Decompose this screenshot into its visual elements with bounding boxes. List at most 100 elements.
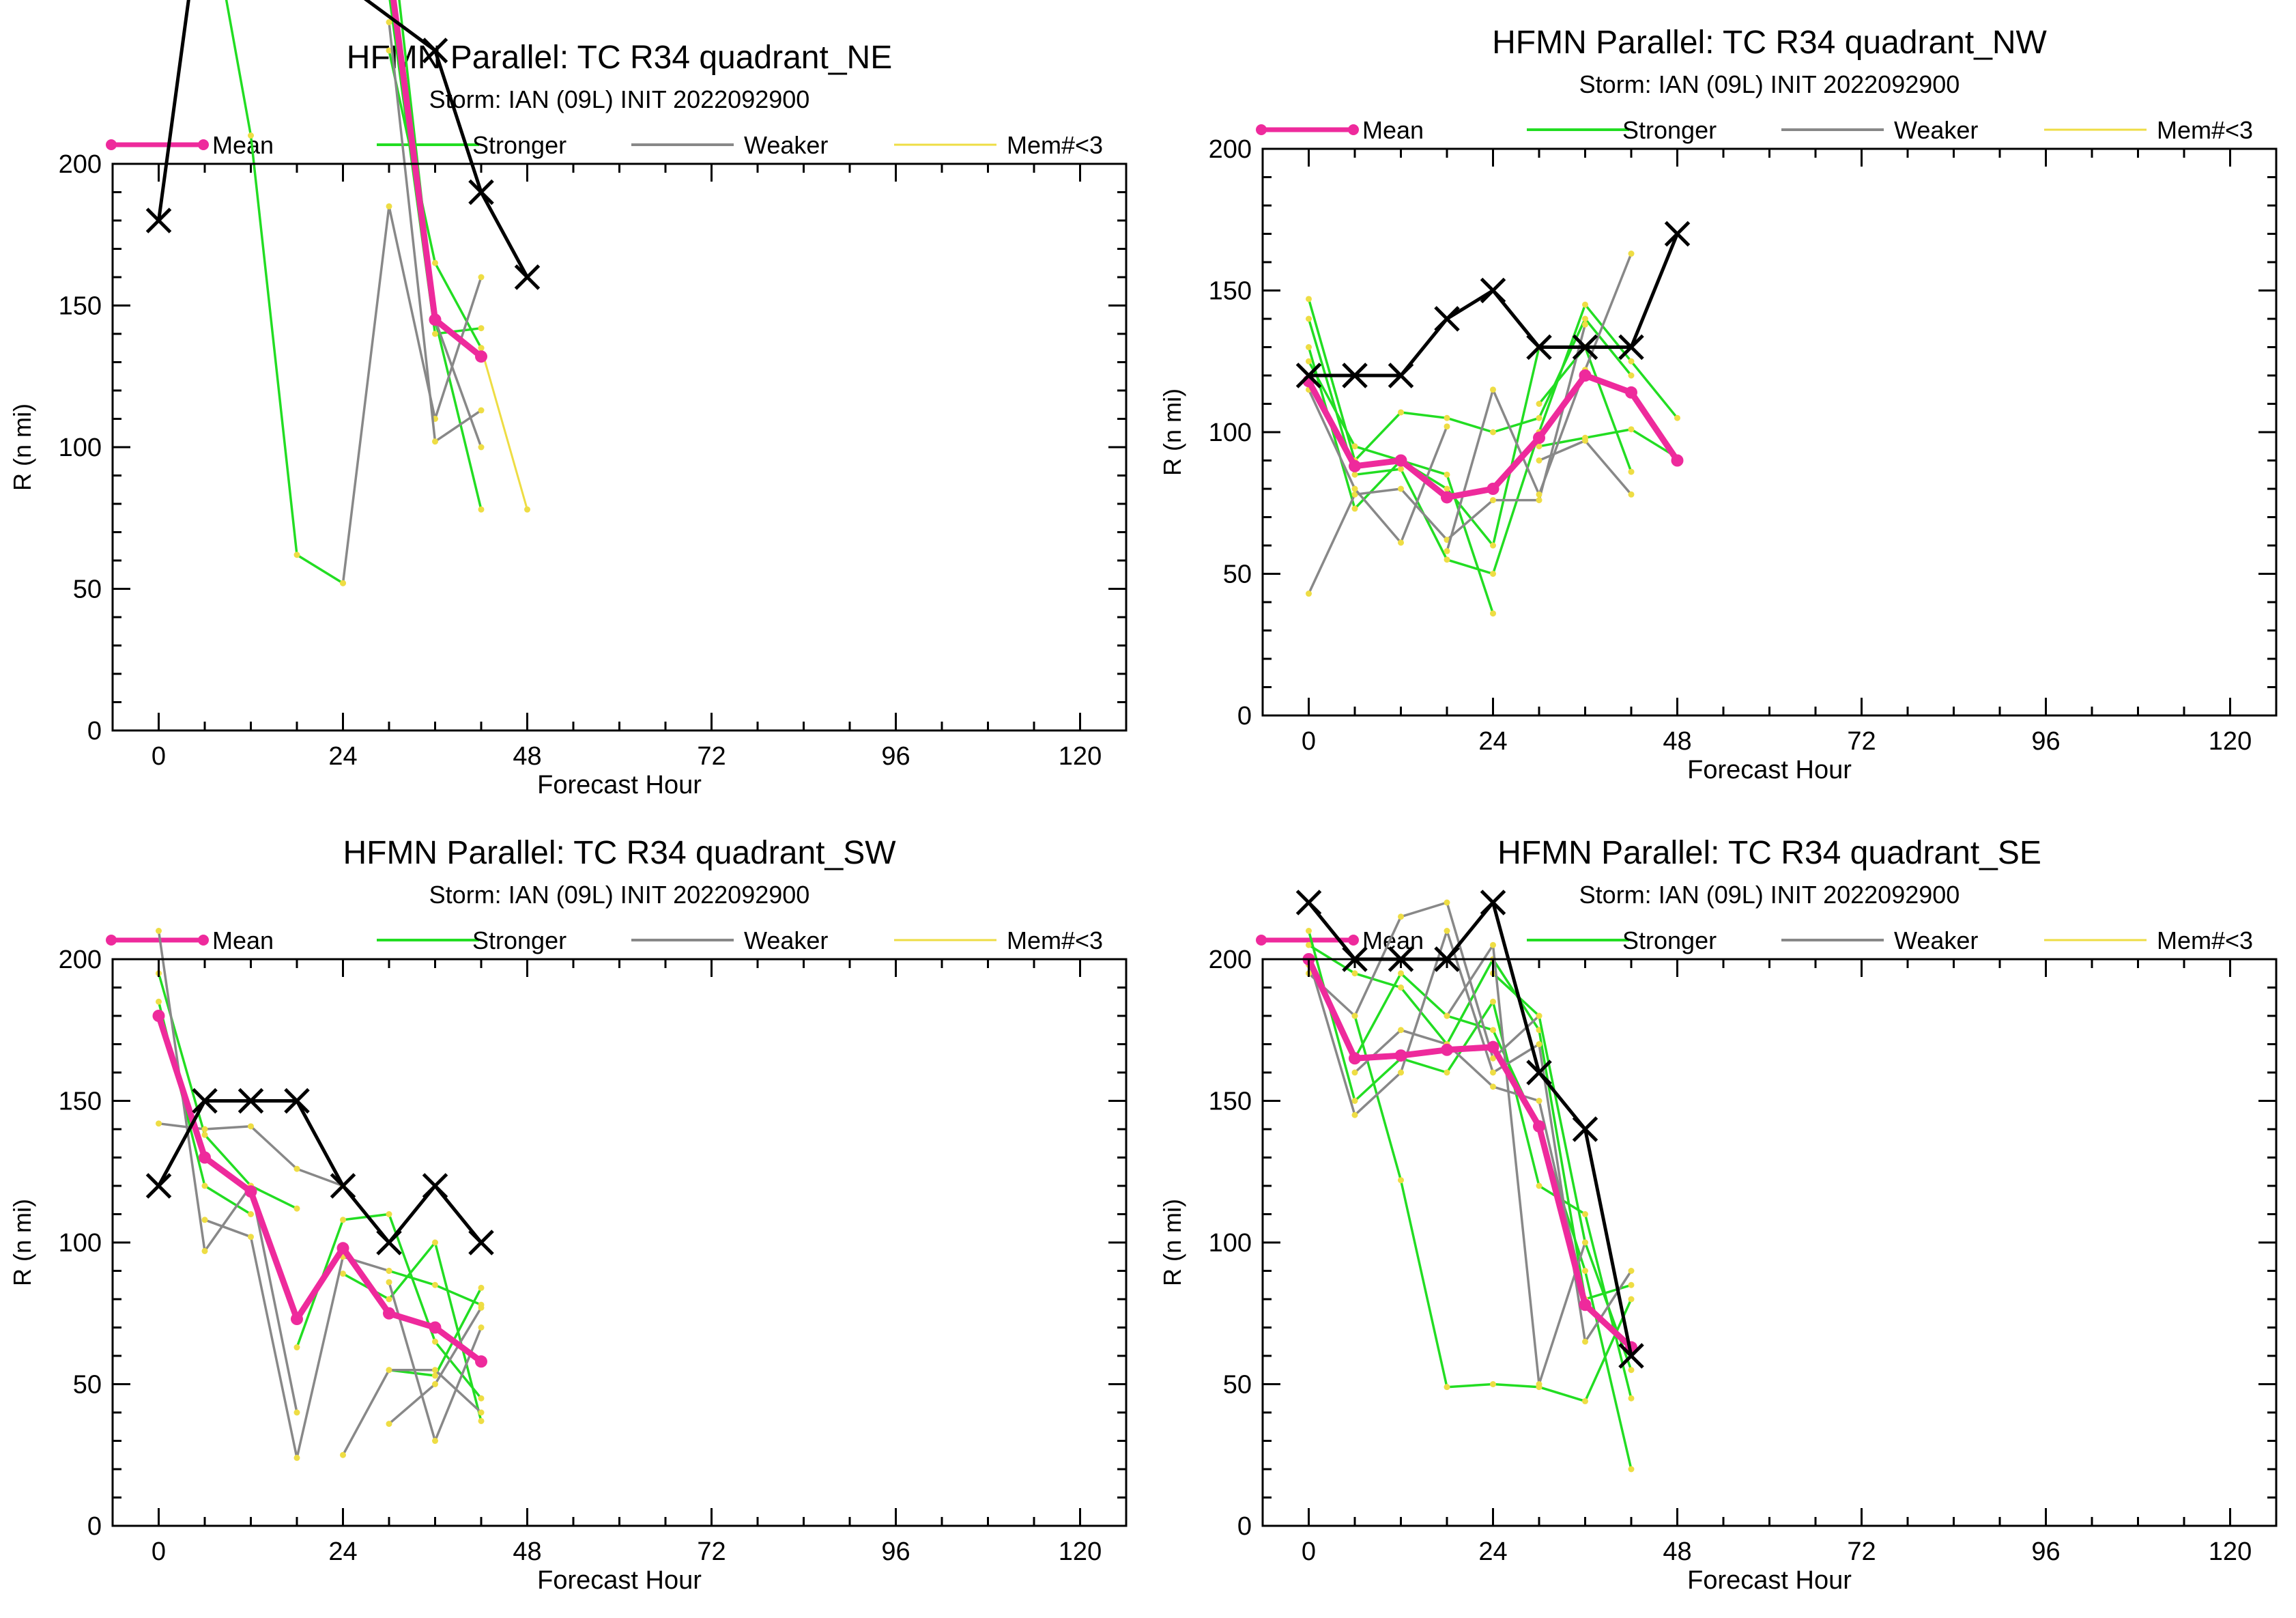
member-point bbox=[1582, 1268, 1588, 1274]
member-point bbox=[1306, 344, 1312, 350]
y-tick-label: 0 bbox=[87, 1512, 102, 1541]
member-point bbox=[386, 19, 392, 25]
obs-marker-stroke bbox=[376, 1230, 402, 1255]
x-tick-label: 72 bbox=[697, 1537, 726, 1566]
member-point bbox=[1444, 537, 1450, 543]
chart-panel-3: HFMN Parallel: TC R34 quadrant_SW Storm: … bbox=[8, 835, 1128, 1595]
y-axis: 0 50 100 150 200 R (n mi) bbox=[1158, 946, 2276, 1541]
obs-marker bbox=[238, 1088, 264, 1114]
member-point bbox=[1398, 913, 1404, 920]
member-point bbox=[201, 1126, 208, 1133]
legend-marker-mean bbox=[1256, 124, 1267, 135]
obs-marker-stroke bbox=[1572, 1116, 1598, 1142]
member-point bbox=[293, 552, 300, 558]
mean-point bbox=[1349, 1052, 1361, 1065]
obs-marker-stroke bbox=[145, 208, 172, 233]
member-point bbox=[1306, 591, 1312, 597]
member-point bbox=[1306, 941, 1312, 948]
legend-label-mem-lt3: Mem#<3 bbox=[2157, 116, 2253, 144]
mean-point bbox=[429, 313, 442, 326]
series-line-weaker bbox=[1353, 1029, 1587, 1301]
mean-point bbox=[475, 1355, 487, 1368]
member-point bbox=[293, 1205, 300, 1212]
member-point bbox=[1306, 358, 1312, 365]
chart-panel-4: HFMN Parallel: TC R34 quadrant_SE Storm: … bbox=[1158, 835, 2278, 1595]
series-line-mem_lt3 bbox=[480, 347, 528, 511]
y-tick-label: 150 bbox=[1209, 277, 1252, 306]
mean-point bbox=[383, 1307, 395, 1320]
member-point bbox=[478, 1324, 485, 1331]
obs-marker bbox=[468, 179, 494, 205]
member-point bbox=[1398, 1069, 1404, 1076]
member-point bbox=[1628, 1268, 1635, 1274]
member-point bbox=[1490, 497, 1496, 504]
x-axis: 0 24 48 72 96 120 Forecast Hour bbox=[1302, 959, 2252, 1595]
obs-marker bbox=[1526, 334, 1552, 360]
obs-marker-stroke bbox=[192, 1088, 218, 1114]
legend-label-stronger: Stronger bbox=[472, 926, 566, 954]
series-group bbox=[145, 928, 494, 1461]
series-line-stronger bbox=[1307, 345, 1540, 547]
member-point bbox=[1444, 1069, 1450, 1076]
legend-label-mem-lt3: Mem#<3 bbox=[2157, 926, 2253, 954]
y-tick-label: 50 bbox=[73, 1371, 102, 1400]
member-point bbox=[293, 1454, 300, 1461]
obs-marker bbox=[1295, 890, 1322, 916]
member-point bbox=[478, 506, 485, 513]
legend-label-mean: Mean bbox=[1362, 116, 1424, 144]
member-point bbox=[1444, 485, 1450, 492]
legend-marker-mean bbox=[198, 935, 209, 946]
y-tick-label: 0 bbox=[87, 717, 102, 746]
member-point bbox=[1536, 1381, 1542, 1387]
member-point bbox=[432, 438, 438, 445]
member-point bbox=[1306, 928, 1312, 934]
x-tick-label: 48 bbox=[513, 742, 541, 771]
member-point bbox=[432, 1281, 438, 1288]
member-point bbox=[1398, 984, 1404, 991]
y-tick-label: 200 bbox=[59, 946, 102, 974]
mean-point bbox=[475, 350, 487, 363]
member-point bbox=[1582, 315, 1588, 322]
member-point bbox=[1628, 358, 1635, 365]
member-point bbox=[340, 1451, 346, 1458]
member-point bbox=[1444, 471, 1450, 478]
obs-marker-stroke bbox=[145, 1173, 172, 1199]
legend-label-mean: Mean bbox=[212, 131, 274, 159]
member-point bbox=[201, 1131, 208, 1138]
legend-label-stronger: Stronger bbox=[1622, 116, 1717, 144]
y-axis-label: R (n mi) bbox=[1158, 1199, 1186, 1286]
mean-point bbox=[429, 1321, 442, 1334]
y-axis-label: R (n mi) bbox=[8, 1199, 36, 1286]
mean-point bbox=[1441, 491, 1453, 504]
obs-marker-stroke bbox=[1526, 1060, 1552, 1085]
member-point bbox=[478, 1409, 485, 1416]
member-point bbox=[432, 330, 438, 337]
obs-marker bbox=[145, 1173, 172, 1199]
legend: Mean Stronger Weaker Mem#<3 bbox=[1256, 116, 2253, 144]
member-point bbox=[478, 325, 485, 332]
member-point bbox=[386, 1296, 392, 1303]
member-point bbox=[1536, 401, 1542, 407]
x-tick-label: 48 bbox=[1663, 1537, 1691, 1566]
x-tick-label: 0 bbox=[1302, 727, 1316, 756]
member-point bbox=[478, 1304, 485, 1311]
series-line-weaker bbox=[1307, 929, 1633, 1344]
chart-panel-2: HFMN Parallel: TC R34 quadrant_NW Storm: … bbox=[1158, 25, 2278, 784]
member-point bbox=[1490, 571, 1496, 577]
member-point bbox=[1490, 610, 1496, 617]
member-point bbox=[1582, 301, 1588, 308]
member-point bbox=[1351, 485, 1358, 492]
obs-marker-stroke bbox=[1526, 334, 1552, 360]
obs-marker-stroke bbox=[1572, 334, 1598, 360]
series-line-weaker bbox=[1307, 901, 1540, 1060]
x-tick-label: 96 bbox=[881, 742, 910, 771]
series-line-weaker bbox=[1446, 943, 1587, 1386]
legend-label-stronger: Stronger bbox=[472, 131, 566, 159]
member-point bbox=[1628, 1395, 1635, 1402]
member-point bbox=[1536, 1012, 1542, 1019]
mean-point bbox=[1487, 1040, 1499, 1053]
mean-point bbox=[199, 1151, 211, 1164]
obs-marker-stroke bbox=[1295, 890, 1322, 916]
member-point bbox=[340, 580, 346, 586]
member-point bbox=[156, 998, 162, 1005]
